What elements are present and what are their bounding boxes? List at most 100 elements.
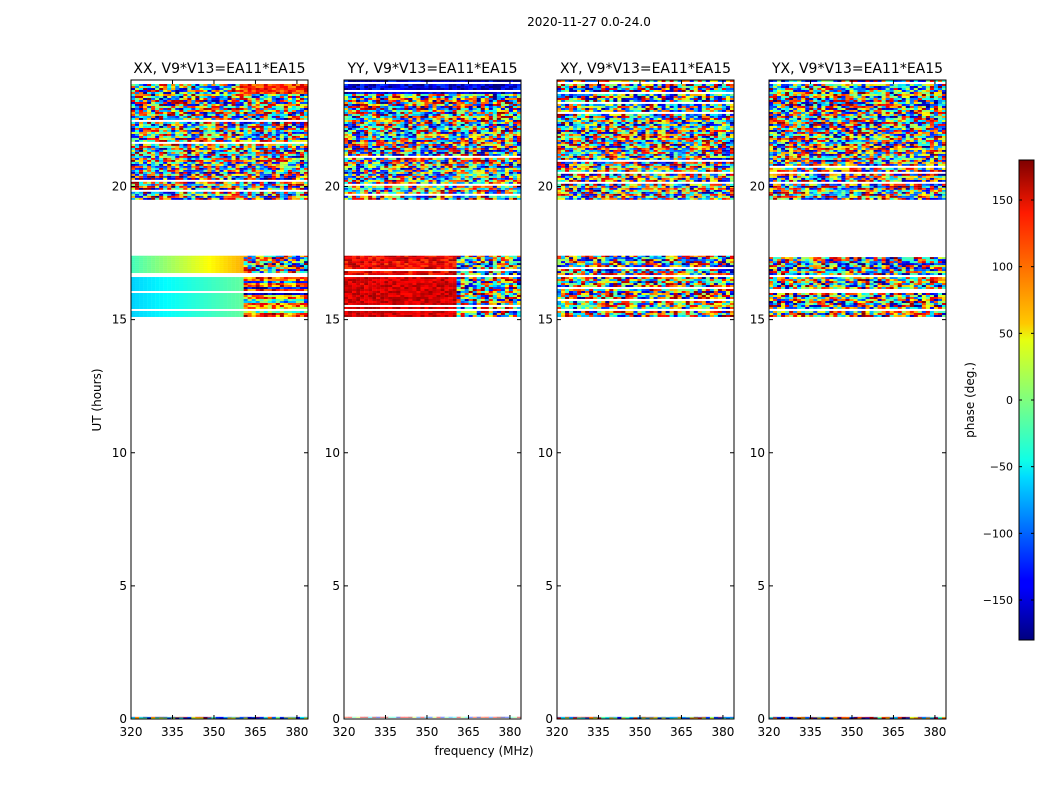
heatmap-cell <box>203 261 208 264</box>
heatmap-cell <box>155 265 160 268</box>
heatmap-cell <box>183 93 188 96</box>
heatmap-cell <box>131 263 136 266</box>
heatmap-cell <box>191 95 196 98</box>
heatmap-cell <box>247 161 252 164</box>
heatmap-cell <box>348 296 353 299</box>
heatmap-cell <box>299 113 305 116</box>
heatmap-cell <box>412 716 417 718</box>
heatmap-cell <box>460 296 465 299</box>
heatmap-cell <box>372 277 377 280</box>
heatmap-cell <box>352 261 357 264</box>
heatmap-cell <box>492 271 498 274</box>
heatmap-cell <box>183 159 188 162</box>
heatmap-cell <box>155 183 160 186</box>
heatmap-cell <box>368 293 373 295</box>
heatmap-cell <box>135 191 140 194</box>
heatmap-cell <box>295 281 301 284</box>
heatmap-cell <box>279 177 285 180</box>
heatmap-cell <box>203 263 208 266</box>
heatmap-cell <box>183 111 188 114</box>
heatmap-cell <box>215 285 220 288</box>
heatmap-cell <box>239 123 244 126</box>
heatmap-cell <box>167 99 172 102</box>
heatmap-cell <box>416 293 421 295</box>
heatmap-cell <box>203 93 208 96</box>
heatmap-cell <box>271 193 277 196</box>
heatmap-cell <box>171 306 176 309</box>
heatmap-cell <box>151 185 156 188</box>
heatmap-cell <box>131 281 136 284</box>
heatmap-cell <box>187 269 192 272</box>
heatmap-cell <box>303 304 309 307</box>
heatmap-cell <box>291 269 297 272</box>
heatmap-cell <box>303 91 309 94</box>
heatmap-cell <box>299 151 305 154</box>
heatmap-cell <box>227 281 232 284</box>
heatmap-cell <box>235 97 240 100</box>
heatmap-cell <box>259 93 264 96</box>
heatmap-cell <box>167 101 172 104</box>
heatmap-cell <box>179 300 184 303</box>
heatmap-cell <box>464 197 469 200</box>
heatmap-cell <box>279 255 285 258</box>
heatmap-cell <box>420 263 425 266</box>
heatmap-cell <box>151 85 156 88</box>
heatmap-cell <box>199 143 204 146</box>
heatmap-cell <box>299 133 305 136</box>
heatmap-cell <box>468 285 473 288</box>
heatmap-cell <box>147 159 152 162</box>
heatmap-cell <box>203 107 208 110</box>
heatmap-cell <box>472 255 477 258</box>
heatmap-cell <box>356 296 361 299</box>
heatmap-cell <box>247 300 252 303</box>
heatmap-cell <box>183 255 188 258</box>
heatmap-cell <box>207 185 212 188</box>
heatmap-cell <box>147 257 152 260</box>
heatmap-cell <box>139 310 144 313</box>
heatmap-cell <box>416 259 421 262</box>
heatmap-cell <box>267 131 272 134</box>
heatmap-cell <box>251 173 256 176</box>
heatmap-cell <box>480 285 485 288</box>
heatmap-cell <box>207 287 212 290</box>
heatmap-cell <box>195 298 200 301</box>
heatmap-cell <box>428 273 433 276</box>
heatmap-cell <box>215 255 220 258</box>
heatmap-cell <box>295 300 301 303</box>
heatmap-cell <box>135 279 140 282</box>
heatmap-cell <box>283 113 289 116</box>
heatmap-cell <box>416 300 421 303</box>
heatmap-cell <box>251 277 256 280</box>
heatmap-cell <box>444 310 449 313</box>
heatmap-cell <box>412 281 417 284</box>
heatmap-cell <box>263 135 268 138</box>
heatmap-cell <box>271 716 277 718</box>
heatmap-cell <box>143 304 148 307</box>
heatmap-cell <box>440 255 445 258</box>
heatmap-cell <box>444 261 449 264</box>
heatmap-cell <box>287 167 293 170</box>
heatmap-cell <box>408 302 413 305</box>
heatmap-cell <box>199 263 204 266</box>
heatmap-cell <box>215 123 220 126</box>
heatmap-cell <box>227 149 232 152</box>
heatmap-cell <box>255 125 260 128</box>
heatmap-cell <box>428 265 433 268</box>
heatmap-cell <box>155 131 160 134</box>
heatmap-cell <box>223 197 228 200</box>
heatmap-cell <box>416 197 421 200</box>
heatmap-cell <box>223 289 228 292</box>
heatmap-cell <box>251 279 256 282</box>
heatmap-cell <box>163 175 168 178</box>
heatmap-cell <box>195 101 200 104</box>
heatmap-cell <box>203 314 208 317</box>
heatmap-cell <box>500 296 506 299</box>
heatmap-cell <box>444 255 449 258</box>
heatmap-cell <box>496 263 502 266</box>
heatmap-cell <box>287 716 293 718</box>
heatmap-cell <box>159 95 164 98</box>
heatmap-cell <box>207 127 212 130</box>
heatmap-cell <box>187 151 192 154</box>
heatmap-cell <box>139 175 144 178</box>
heatmap-cell <box>139 105 144 108</box>
